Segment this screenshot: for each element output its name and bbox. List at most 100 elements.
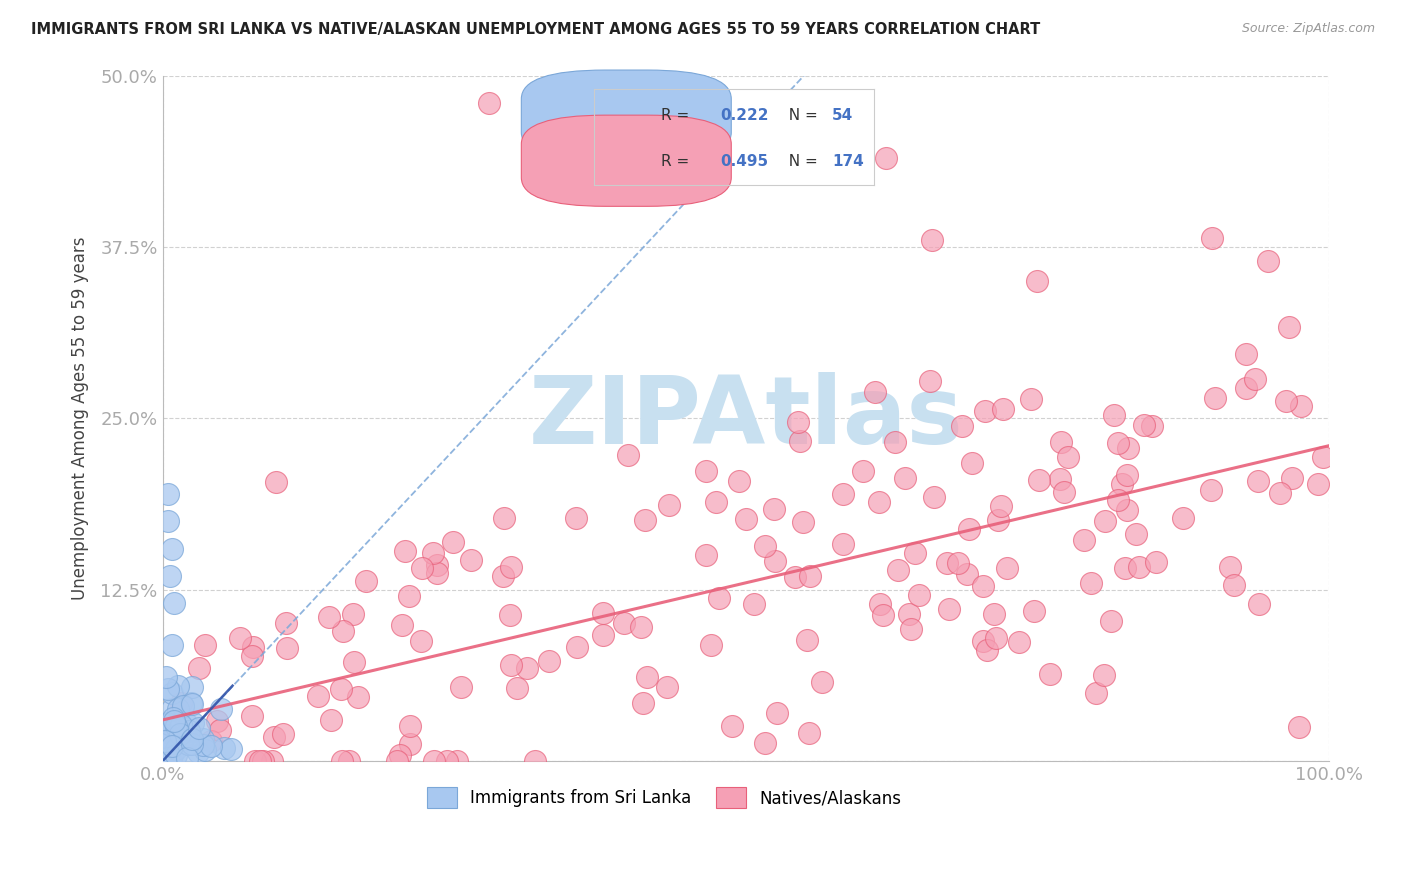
Point (1080, 576, 1102, 591)
Point (188, 661, 211, 675)
Point (946, 556, 969, 570)
Point (754, 539, 776, 553)
Point (1116, 468, 1139, 483)
Point (506, 681, 529, 695)
Point (799, 569, 821, 583)
Point (163, 596, 186, 610)
Point (180, 731, 202, 746)
Point (983, 607, 1005, 621)
Point (240, 649, 263, 664)
Point (922, 490, 945, 504)
Point (194, 638, 217, 652)
Point (630, 620, 652, 634)
Point (1247, 597, 1270, 611)
Point (1222, 578, 1244, 592)
Point (169, 726, 191, 740)
Point (385, 754, 408, 768)
Point (974, 404, 997, 418)
Point (1199, 483, 1222, 498)
Point (592, 606, 614, 620)
Point (163, 714, 186, 729)
Point (613, 615, 636, 630)
Point (1247, 474, 1270, 488)
Point (1278, 320, 1301, 334)
Point (636, 669, 658, 683)
Point (565, 640, 588, 655)
Point (343, 655, 366, 669)
Point (177, 737, 200, 751)
Point (831, 487, 853, 501)
Point (695, 464, 717, 478)
Point (492, 569, 515, 583)
Point (831, 536, 853, 550)
Point (450, 681, 472, 695)
Point (960, 456, 983, 470)
Point (1234, 381, 1257, 395)
Point (921, 233, 943, 247)
Point (389, 748, 412, 763)
Point (918, 375, 941, 389)
Point (478, 95, 501, 110)
Point (1140, 419, 1163, 434)
Point (894, 470, 917, 484)
Point (441, 535, 464, 549)
Point (1022, 604, 1045, 618)
Point (1114, 561, 1136, 575)
Point (166, 680, 188, 694)
Point (159, 569, 181, 583)
Point (1219, 559, 1241, 574)
Point (263, 730, 285, 744)
Point (792, 515, 814, 529)
Point (1312, 450, 1334, 464)
Point (172, 699, 194, 714)
Point (898, 607, 921, 621)
Point (229, 632, 252, 646)
Point (1288, 720, 1310, 734)
Point (426, 566, 449, 581)
Point (157, 751, 180, 765)
Point (1244, 372, 1267, 386)
Point (763, 501, 786, 516)
Point (1306, 477, 1329, 491)
Point (935, 556, 957, 570)
Point (704, 495, 727, 509)
Point (852, 464, 875, 478)
Point (165, 742, 187, 756)
Point (157, 514, 180, 528)
Point (159, 723, 181, 738)
Point (153, 733, 176, 747)
Point (1275, 393, 1298, 408)
Point (274, 615, 297, 630)
Point (987, 512, 1010, 526)
Point (565, 511, 588, 525)
Point (170, 696, 193, 710)
Point (249, 754, 271, 768)
Point (863, 384, 886, 399)
Point (157, 682, 180, 697)
Point (160, 686, 183, 700)
Point (1073, 533, 1095, 548)
Point (426, 558, 449, 572)
Point (617, 448, 640, 462)
Text: Source: ZipAtlas.com: Source: ZipAtlas.com (1241, 22, 1375, 36)
Point (796, 632, 818, 647)
Point (1171, 511, 1194, 525)
Point (950, 419, 973, 434)
Point (1234, 347, 1257, 361)
Point (904, 546, 927, 560)
Point (1008, 635, 1031, 649)
Point (188, 722, 211, 736)
Point (1028, 473, 1050, 487)
Point (783, 570, 806, 584)
Point (700, 638, 723, 652)
Point (1144, 555, 1167, 569)
Point (631, 697, 654, 711)
Point (883, 435, 905, 450)
Point (260, 754, 283, 768)
Point (707, 591, 730, 605)
Point (391, 617, 413, 632)
Point (957, 522, 980, 536)
Point (165, 719, 187, 733)
Point (1049, 472, 1071, 486)
Point (972, 634, 994, 648)
